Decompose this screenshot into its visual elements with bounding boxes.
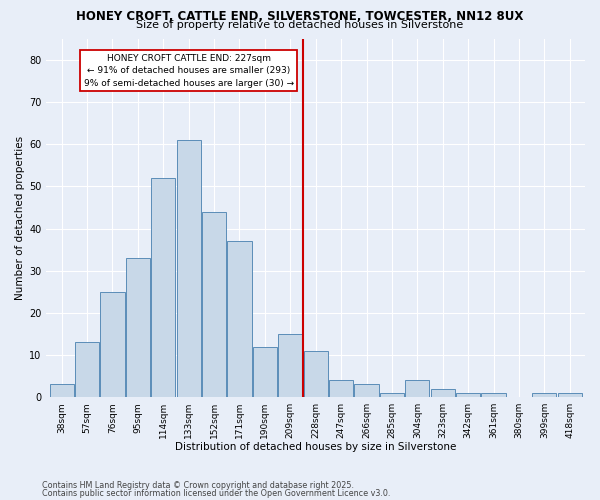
- Bar: [532, 393, 556, 397]
- Bar: [304, 351, 328, 397]
- Bar: [380, 393, 404, 397]
- Bar: [456, 393, 480, 397]
- Bar: [405, 380, 430, 397]
- Text: Contains HM Land Registry data © Crown copyright and database right 2025.: Contains HM Land Registry data © Crown c…: [42, 481, 354, 490]
- Bar: [151, 178, 175, 397]
- X-axis label: Distribution of detached houses by size in Silverstone: Distribution of detached houses by size …: [175, 442, 457, 452]
- Bar: [481, 393, 506, 397]
- Bar: [278, 334, 302, 397]
- Bar: [431, 388, 455, 397]
- Bar: [75, 342, 99, 397]
- Bar: [227, 241, 251, 397]
- Bar: [253, 346, 277, 397]
- Bar: [355, 384, 379, 397]
- Bar: [126, 258, 150, 397]
- Text: Contains public sector information licensed under the Open Government Licence v3: Contains public sector information licen…: [42, 489, 391, 498]
- Text: HONEY CROFT, CATTLE END, SILVERSTONE, TOWCESTER, NN12 8UX: HONEY CROFT, CATTLE END, SILVERSTONE, TO…: [76, 10, 524, 23]
- Bar: [329, 380, 353, 397]
- Bar: [557, 393, 582, 397]
- Bar: [176, 140, 201, 397]
- Y-axis label: Number of detached properties: Number of detached properties: [15, 136, 25, 300]
- Bar: [202, 212, 226, 397]
- Text: Size of property relative to detached houses in Silverstone: Size of property relative to detached ho…: [136, 20, 464, 30]
- Bar: [50, 384, 74, 397]
- Bar: [100, 292, 125, 397]
- Text: HONEY CROFT CATTLE END: 227sqm
← 91% of detached houses are smaller (293)
9% of : HONEY CROFT CATTLE END: 227sqm ← 91% of …: [83, 54, 294, 88]
